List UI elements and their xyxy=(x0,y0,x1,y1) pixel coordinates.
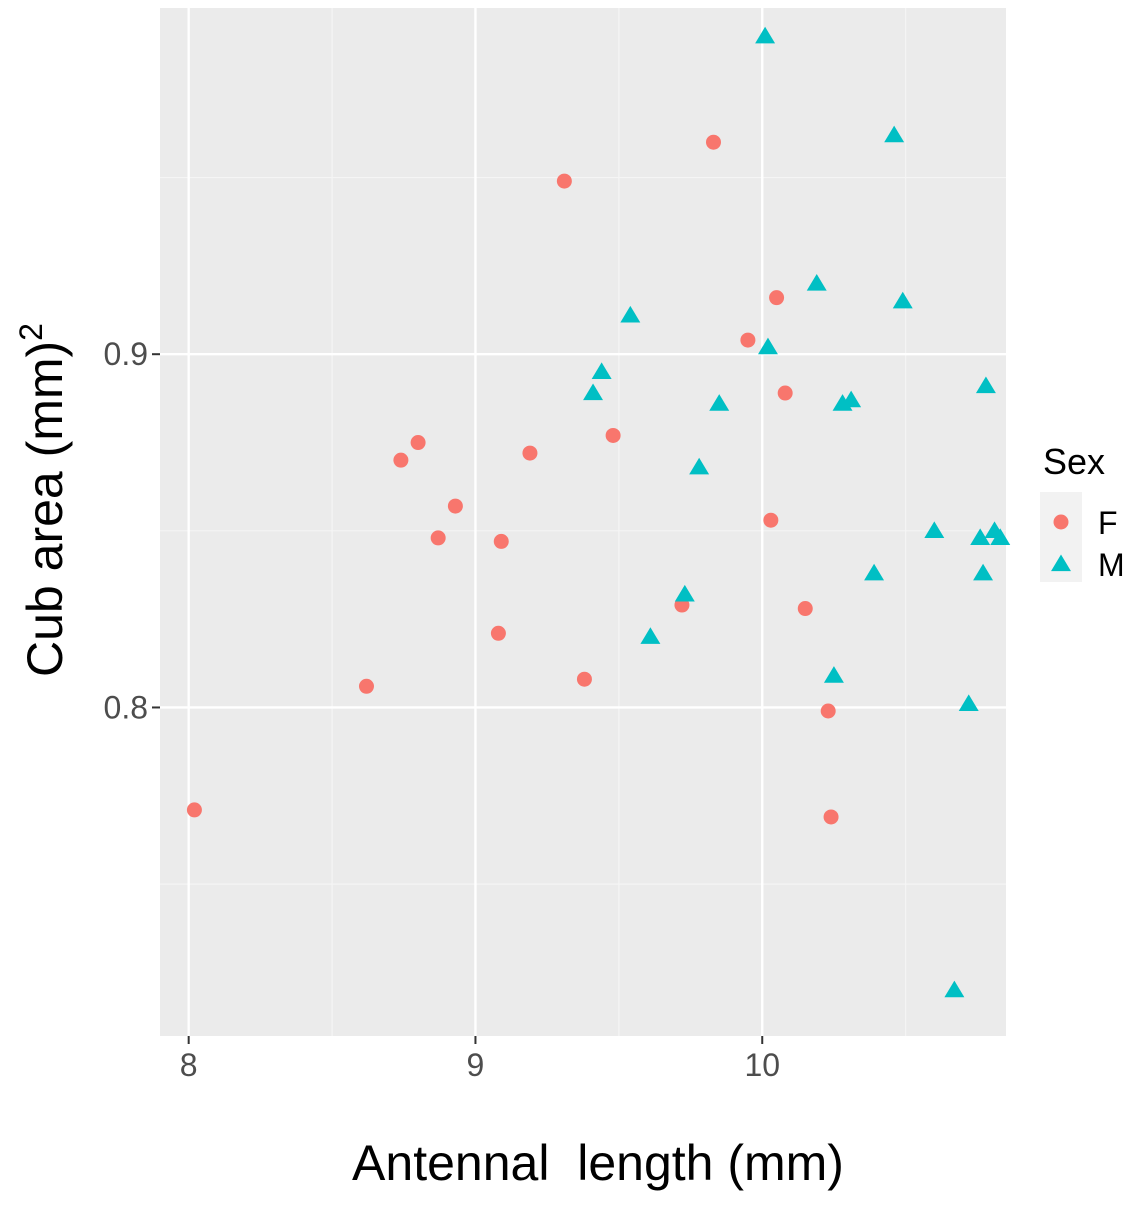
point-m xyxy=(755,26,776,44)
point-m xyxy=(757,337,778,355)
y-tick-label: 0.9 xyxy=(104,336,148,372)
x-tick-label: 8 xyxy=(180,1047,198,1083)
point-f xyxy=(797,601,813,617)
y-axis-title-superscript: 2 xyxy=(13,323,49,341)
point-m xyxy=(620,305,641,323)
point-m xyxy=(709,394,730,411)
point-m xyxy=(944,980,965,998)
point-f xyxy=(605,427,621,443)
point-m xyxy=(806,274,827,291)
point-f xyxy=(430,530,446,546)
point-f xyxy=(358,678,374,694)
point-m xyxy=(674,584,695,602)
legend-title: Sex xyxy=(1043,441,1105,482)
point-m xyxy=(924,521,945,538)
point-f xyxy=(447,498,463,514)
point-f xyxy=(777,385,793,401)
point-f xyxy=(740,332,756,348)
point-m xyxy=(970,528,991,546)
point-f xyxy=(820,703,836,719)
point-m xyxy=(884,125,905,143)
point-m xyxy=(958,694,979,712)
point-f xyxy=(823,809,839,825)
x-tick-label: 9 xyxy=(467,1047,485,1083)
point-m xyxy=(640,627,661,644)
gridlines xyxy=(160,8,1006,1036)
legend-label-m: M xyxy=(1098,547,1125,583)
x-axis-title: Antennal length (mm) xyxy=(352,1135,844,1191)
point-m xyxy=(975,376,996,394)
point-f xyxy=(493,533,509,549)
point-f xyxy=(769,290,785,306)
point-m xyxy=(591,362,612,379)
point-f xyxy=(522,445,538,461)
point-m xyxy=(689,457,710,475)
point-m xyxy=(990,528,1011,546)
point-m xyxy=(583,383,604,401)
point-f xyxy=(705,134,721,150)
y-tick-label: 0.8 xyxy=(104,689,148,725)
axes: 8 9 10 0.8 0.9 xyxy=(104,336,781,1083)
point-m xyxy=(841,390,862,408)
y-axis-title: Cub area (mm)2 xyxy=(13,323,73,677)
plot-panel xyxy=(160,8,1006,1036)
point-f xyxy=(763,512,779,528)
legend-label-f: F xyxy=(1098,505,1118,541)
point-m xyxy=(892,291,913,309)
point-f xyxy=(576,671,592,687)
legend-key-m xyxy=(1051,554,1071,572)
y-axis-title-main: Cub area (mm) xyxy=(17,341,73,677)
point-f xyxy=(410,435,426,451)
legend: Sex FM xyxy=(1040,441,1125,583)
legend-key-f xyxy=(1053,514,1069,530)
data-points xyxy=(186,26,1011,998)
point-m xyxy=(864,563,885,581)
point-f xyxy=(393,452,409,468)
point-f xyxy=(490,625,506,641)
plot-panel-layer xyxy=(160,8,1006,1036)
point-m xyxy=(973,563,994,581)
point-f xyxy=(186,802,202,818)
point-f xyxy=(556,173,572,189)
x-tick-label: 10 xyxy=(744,1047,780,1083)
point-m xyxy=(823,666,844,683)
